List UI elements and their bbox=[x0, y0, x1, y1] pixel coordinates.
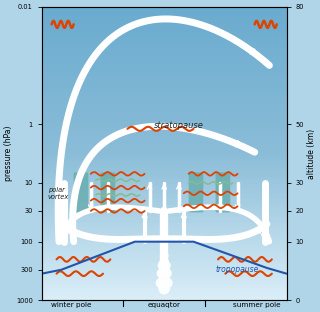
FancyBboxPatch shape bbox=[74, 172, 88, 212]
FancyBboxPatch shape bbox=[100, 172, 115, 212]
Circle shape bbox=[158, 262, 164, 269]
Circle shape bbox=[159, 281, 170, 294]
Circle shape bbox=[156, 279, 163, 287]
Circle shape bbox=[160, 264, 169, 275]
FancyBboxPatch shape bbox=[216, 172, 230, 212]
Y-axis label: pressure (hPa): pressure (hPa) bbox=[4, 126, 13, 181]
Text: stratopause: stratopause bbox=[154, 121, 204, 130]
Circle shape bbox=[161, 251, 168, 260]
Circle shape bbox=[157, 270, 164, 277]
Text: polar
vortex: polar vortex bbox=[48, 187, 69, 200]
Circle shape bbox=[164, 262, 170, 269]
Circle shape bbox=[159, 273, 169, 285]
Circle shape bbox=[165, 279, 172, 287]
Circle shape bbox=[160, 257, 168, 267]
Text: tropopause: tropopause bbox=[216, 265, 259, 274]
Y-axis label: altitude (km): altitude (km) bbox=[307, 129, 316, 178]
FancyBboxPatch shape bbox=[189, 172, 203, 212]
Circle shape bbox=[165, 270, 171, 277]
